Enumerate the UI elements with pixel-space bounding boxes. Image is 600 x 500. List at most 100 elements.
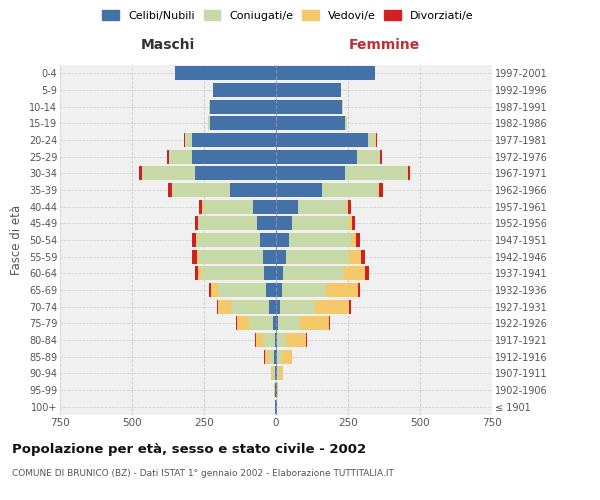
Bar bbox=[193, 250, 197, 264]
Text: Maschi: Maschi bbox=[141, 38, 195, 52]
Legend: Celibi/Nubili, Coniugati/e, Vedovi/e, Divorziati/e: Celibi/Nubili, Coniugati/e, Vedovi/e, Di… bbox=[100, 8, 476, 24]
Bar bbox=[263, 250, 276, 264]
Bar bbox=[175, 66, 276, 80]
Bar bbox=[344, 266, 365, 280]
Bar bbox=[283, 266, 344, 280]
Bar bbox=[348, 200, 352, 214]
Bar bbox=[208, 116, 210, 130]
Bar bbox=[211, 283, 218, 297]
Bar bbox=[361, 250, 365, 264]
Bar bbox=[274, 366, 275, 380]
Bar bbox=[237, 316, 248, 330]
Bar bbox=[277, 383, 278, 397]
Bar bbox=[257, 216, 276, 230]
Bar bbox=[218, 283, 266, 297]
Bar bbox=[358, 283, 361, 297]
Bar bbox=[212, 83, 276, 97]
Bar bbox=[356, 150, 380, 164]
Bar bbox=[280, 300, 315, 314]
Text: Popolazione per età, sesso e stato civile - 2002: Popolazione per età, sesso e stato civil… bbox=[12, 442, 366, 456]
Bar bbox=[298, 200, 347, 214]
Bar bbox=[265, 350, 269, 364]
Bar bbox=[198, 216, 257, 230]
Bar bbox=[260, 233, 276, 247]
Bar bbox=[276, 316, 278, 330]
Bar bbox=[273, 316, 276, 330]
Bar bbox=[380, 150, 382, 164]
Text: COMUNE DI BRUNICO (BZ) - Dati ISTAT 1° gennaio 2002 - Elaborazione TUTTITALIA.IT: COMUNE DI BRUNICO (BZ) - Dati ISTAT 1° g… bbox=[12, 469, 394, 478]
Text: Femmine: Femmine bbox=[349, 38, 419, 52]
Bar bbox=[276, 216, 292, 230]
Bar bbox=[253, 200, 276, 214]
Bar bbox=[276, 283, 282, 297]
Bar bbox=[218, 300, 232, 314]
Bar bbox=[277, 333, 286, 347]
Bar bbox=[279, 366, 283, 380]
Bar bbox=[196, 166, 276, 180]
Y-axis label: Fasce di età: Fasce di età bbox=[10, 205, 23, 275]
Bar bbox=[168, 183, 172, 197]
Bar bbox=[265, 266, 276, 280]
Bar bbox=[274, 350, 276, 364]
Bar bbox=[276, 266, 283, 280]
Bar bbox=[276, 133, 368, 147]
Bar bbox=[276, 100, 342, 114]
Bar bbox=[271, 366, 274, 380]
Bar bbox=[276, 150, 356, 164]
Bar bbox=[169, 150, 193, 164]
Bar bbox=[172, 183, 230, 197]
Bar bbox=[210, 100, 276, 114]
Bar bbox=[197, 233, 260, 247]
Bar bbox=[269, 300, 276, 314]
Bar bbox=[276, 233, 289, 247]
Bar bbox=[345, 116, 347, 130]
Bar bbox=[210, 116, 276, 130]
Bar bbox=[195, 266, 198, 280]
Bar bbox=[276, 200, 298, 214]
Bar bbox=[266, 283, 276, 297]
Bar bbox=[199, 200, 202, 214]
Bar bbox=[407, 166, 410, 180]
Bar bbox=[276, 366, 277, 380]
Bar bbox=[368, 133, 376, 147]
Bar bbox=[193, 133, 276, 147]
Bar bbox=[378, 183, 379, 197]
Bar bbox=[230, 183, 276, 197]
Bar bbox=[139, 166, 142, 180]
Bar bbox=[203, 200, 253, 214]
Bar bbox=[289, 233, 351, 247]
Bar bbox=[276, 250, 286, 264]
Bar bbox=[322, 183, 378, 197]
Bar bbox=[365, 266, 369, 280]
Bar bbox=[198, 250, 263, 264]
Bar bbox=[276, 116, 345, 130]
Bar bbox=[232, 300, 269, 314]
Bar bbox=[292, 216, 349, 230]
Bar bbox=[278, 316, 300, 330]
Bar bbox=[209, 283, 211, 297]
Bar bbox=[193, 233, 196, 247]
Bar bbox=[236, 316, 237, 330]
Bar bbox=[276, 300, 280, 314]
Bar bbox=[352, 216, 355, 230]
Bar bbox=[276, 166, 345, 180]
Bar bbox=[256, 333, 263, 347]
Bar bbox=[349, 250, 361, 264]
Bar bbox=[277, 350, 282, 364]
Bar bbox=[347, 200, 348, 214]
Bar bbox=[276, 66, 376, 80]
Bar bbox=[349, 300, 351, 314]
Bar bbox=[275, 333, 276, 347]
Bar bbox=[345, 166, 407, 180]
Bar bbox=[193, 150, 276, 164]
Bar bbox=[197, 250, 198, 264]
Bar bbox=[248, 316, 273, 330]
Bar bbox=[276, 183, 322, 197]
Bar bbox=[315, 300, 349, 314]
Bar bbox=[195, 216, 197, 230]
Bar bbox=[263, 333, 275, 347]
Bar bbox=[282, 283, 326, 297]
Bar bbox=[351, 233, 356, 247]
Bar bbox=[217, 300, 218, 314]
Bar bbox=[349, 216, 352, 230]
